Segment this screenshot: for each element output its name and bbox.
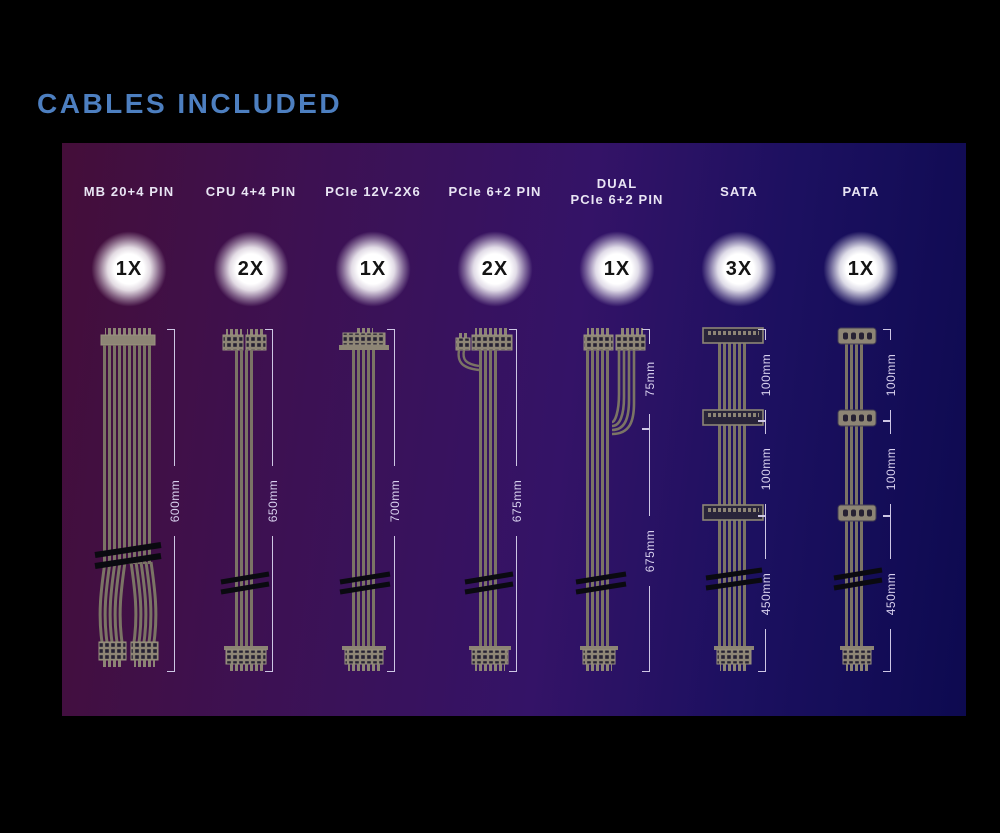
column-label: PATA: [842, 184, 880, 199]
cable-tie-icon: [575, 571, 627, 595]
column-header: SATA: [720, 170, 758, 214]
cable-tie-icon: [705, 567, 763, 591]
count-badge: 1X: [91, 231, 167, 307]
cable-tie-icon: [220, 571, 270, 595]
column-header: MB 20+4 PIN: [84, 170, 175, 214]
measure-label: 100mm: [883, 353, 898, 397]
column-label: PCIe 6+2 PIN: [448, 184, 542, 199]
cable-column-pata: PATA 1X: [800, 143, 922, 689]
count-label: 1X: [847, 257, 875, 280]
measure-label: 75mm: [642, 361, 657, 397]
count-label: 2X: [237, 257, 265, 280]
cpu-4-4-cable-illustration: [220, 329, 270, 671]
count-badge: 2X: [213, 231, 289, 307]
cable-column-pcie-6-2: PCIe 6+2 PIN 2X: [434, 143, 556, 689]
cables-panel: MB 20+4 PIN 1X: [62, 143, 966, 716]
column-sublabel: PCIe 6+2 PIN: [570, 192, 664, 207]
column-label: MB 20+4 PIN: [83, 184, 175, 199]
measure-label: 100mm: [758, 447, 773, 490]
cable-column-pcie-12v-2x6: PCIe 12V-2X6 1X: [312, 143, 434, 689]
cable-area: 675mm: [434, 324, 556, 689]
cable-tie-icon: [833, 567, 883, 591]
measure-label: 675mm: [642, 529, 657, 572]
measure-bracket: 675mm: [642, 429, 657, 672]
measure-label: 100mm: [758, 353, 773, 397]
cable-columns: MB 20+4 PIN 1X: [68, 143, 922, 689]
measure-label: 700mm: [387, 479, 402, 522]
column-header: CPU 4+4 PIN: [206, 170, 297, 214]
measure-bracket: 650mm: [265, 329, 280, 672]
measure-bracket: 600mm: [167, 329, 182, 672]
column-header: PCIe 12V-2X6: [325, 170, 421, 214]
cable-tie-icon: [339, 571, 391, 595]
cable-column-mb-20-4: MB 20+4 PIN 1X: [68, 143, 190, 689]
measure-label: 450mm: [883, 572, 898, 616]
mb-20-4-cable-illustration: [94, 328, 162, 667]
measure-bracket: 675mm: [509, 329, 524, 672]
measure-label: 600mm: [167, 479, 182, 522]
measure-bracket: 450mm: [883, 516, 898, 672]
count-label: 1X: [115, 257, 143, 280]
count-label: 1X: [359, 257, 387, 280]
measure-bracket: 75mm: [642, 329, 657, 429]
column-label: PCIe 12V-2X6: [325, 184, 421, 199]
measure-label: 650mm: [265, 479, 280, 522]
cable-area: 75mm 675mm: [556, 324, 678, 689]
cable-area: 100mm 100mm 450mm: [678, 324, 800, 689]
column-header: PCIe 6+2 PIN: [448, 170, 541, 214]
measure-bracket: 100mm: [758, 421, 773, 516]
measure-bracket: 100mm: [883, 421, 898, 516]
cable-column-dual-pcie-6-2: DUAL PCIe 6+2 PIN 1X: [556, 143, 678, 689]
count-label: 2X: [481, 257, 509, 280]
measure-label: 675mm: [509, 479, 524, 522]
count-badge: 1X: [823, 231, 899, 307]
page-title: CABLES INCLUDED: [37, 88, 343, 119]
measure-bracket: 100mm: [883, 329, 898, 421]
pata-cable-illustration: [833, 327, 883, 671]
cable-area: 650mm: [190, 324, 312, 689]
column-label: CPU 4+4 PIN: [205, 184, 297, 199]
count-badge: 3X: [701, 231, 777, 307]
count-label: 3X: [725, 257, 753, 280]
pcie-6-2-cable-illustration: [455, 328, 514, 671]
column-header: DUAL PCIe 6+2 PIN: [570, 170, 663, 214]
dual-pcie-6-2-cable-illustration: [575, 328, 646, 671]
measure-label: 450mm: [758, 572, 773, 616]
count-badge: 1X: [579, 231, 655, 307]
sata-cable-illustration: [702, 327, 764, 671]
column-header: PATA: [843, 170, 880, 214]
measure-label: 100mm: [883, 447, 898, 490]
measure-bracket: 100mm: [758, 329, 773, 421]
column-label: DUAL: [596, 176, 638, 191]
cable-area: 600mm: [68, 324, 190, 689]
cable-area: 700mm: [312, 324, 434, 689]
pcie-12v-2x6-cable-illustration: [339, 328, 391, 671]
measure-bracket: 450mm: [758, 516, 773, 672]
cable-column-cpu-4-4: CPU 4+4 PIN 2X: [190, 143, 312, 689]
cable-column-sata: SATA 3X: [678, 143, 800, 689]
count-label: 1X: [603, 257, 631, 280]
cable-tie-icon: [94, 542, 162, 569]
count-badge: 1X: [335, 231, 411, 307]
count-badge: 2X: [457, 231, 533, 307]
measure-bracket: 700mm: [387, 329, 402, 672]
cable-tie-icon: [464, 571, 514, 595]
column-label: SATA: [720, 184, 758, 199]
cable-area: 100mm 100mm 450mm: [800, 324, 922, 689]
